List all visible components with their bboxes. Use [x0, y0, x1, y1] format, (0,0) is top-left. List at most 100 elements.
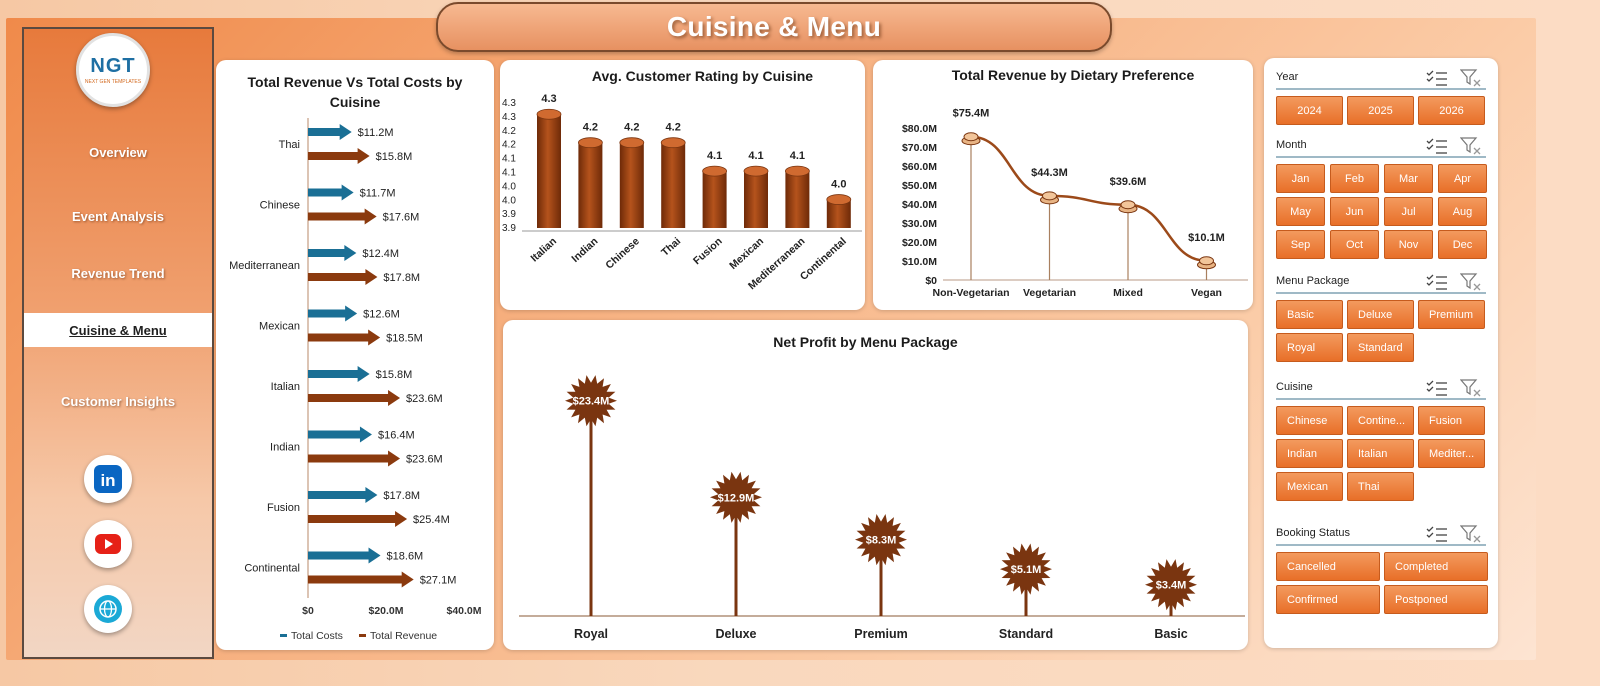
category-label: Vegetarian [1023, 287, 1076, 299]
y-tick-label: $10.0M [902, 256, 937, 268]
legend-revenue: Total Revenue [370, 630, 437, 642]
slicer-header: Booking Status [1276, 524, 1486, 546]
data-label: $5.1M [1011, 564, 1042, 576]
category-label: Mediterranean [229, 260, 300, 272]
data-label: 4.1 [748, 150, 763, 162]
data-label: 4.2 [583, 122, 598, 134]
slicer-button-month[interactable]: Jul [1384, 197, 1433, 226]
multi-select-icon[interactable] [1426, 137, 1448, 155]
y-tick-label: 4.3 [502, 112, 516, 123]
slicer-button-menu-package[interactable]: Premium [1418, 300, 1485, 329]
slicer-button-month[interactable]: Oct [1330, 230, 1379, 259]
slicer-button-month[interactable]: May [1276, 197, 1325, 226]
clear-filter-icon[interactable] [1460, 524, 1482, 544]
slicer-tools [1416, 272, 1486, 292]
clear-filter-icon[interactable] [1460, 378, 1482, 398]
nav-event-analysis[interactable]: Event Analysis [71, 208, 164, 224]
rating-bar-cap [578, 137, 603, 149]
slicer-button-cuisine[interactable]: Chinese [1276, 406, 1343, 435]
slicer-button-month[interactable]: Mar [1384, 164, 1433, 193]
data-label: $16.4M [378, 430, 415, 442]
slicer-button-cuisine[interactable]: Indian [1276, 439, 1343, 468]
slicer-button-month[interactable]: Jun [1330, 197, 1379, 226]
dietary-panel: Total Revenue by Dietary Preference $0 $1… [873, 60, 1253, 310]
data-label: $12.4M [362, 248, 399, 260]
slicer-button-menu-package[interactable]: Royal [1276, 333, 1343, 362]
slicer-button-menu-package[interactable]: Deluxe [1347, 300, 1414, 329]
category-label: Basic [1154, 627, 1187, 641]
data-label: $11.2M [358, 127, 394, 139]
nav-revenue-trend[interactable]: Revenue Trend [71, 265, 165, 281]
slicer-button-month[interactable]: Dec [1438, 230, 1487, 259]
category-label: Vegan [1191, 287, 1222, 299]
slicer-button-cuisine[interactable]: Thai [1347, 472, 1414, 501]
multi-select-icon[interactable] [1426, 379, 1448, 397]
slicer-button-booking-status[interactable]: Postponed [1384, 585, 1488, 614]
clear-filter-icon[interactable] [1460, 272, 1482, 292]
youtube-button[interactable] [84, 520, 132, 568]
slicer-button-booking-status[interactable]: Completed [1384, 552, 1488, 581]
ngt-logo[interactable]: NGT NEXT GEN TEMPLATES [76, 33, 150, 107]
slicer-tools [1416, 524, 1486, 544]
slicer-button-cuisine[interactable]: Contine... [1347, 406, 1414, 435]
category-label: Fusion [267, 502, 300, 514]
y-tick-label: $50.0M [902, 180, 937, 192]
slicer-button-month[interactable]: Jan [1276, 164, 1325, 193]
website-button[interactable] [84, 585, 132, 633]
slicer-header: Cuisine [1276, 378, 1486, 400]
slicer-button-cuisine[interactable]: Fusion [1418, 406, 1485, 435]
clear-filter-icon[interactable] [1460, 136, 1482, 156]
category-label: Standard [999, 627, 1053, 641]
nav-overview[interactable]: Overview [89, 144, 147, 160]
revenue-vs-costs-title: Total Revenue Vs Total Costs by Cuisine [247, 74, 463, 110]
multi-select-icon[interactable] [1426, 525, 1448, 543]
slicer-tools [1416, 68, 1486, 88]
revenue-arrow [308, 450, 401, 467]
slicer-button-month[interactable]: Feb [1330, 164, 1379, 193]
slicer-button-month[interactable]: Apr [1438, 164, 1487, 193]
slicer-button-menu-package[interactable]: Basic [1276, 300, 1343, 329]
data-label: $8.3M [866, 535, 897, 547]
data-label: $23.6M [406, 393, 443, 405]
y-tick-label: 4.1 [502, 154, 516, 165]
slicer-button-booking-status[interactable]: Cancelled [1276, 552, 1380, 581]
data-label: $10.1M [1188, 232, 1225, 244]
data-label: $15.8M [376, 151, 413, 163]
clear-filter-icon[interactable] [1460, 68, 1482, 88]
slicer-button-cuisine[interactable]: Mexican [1276, 472, 1343, 501]
data-label: $12.6M [363, 309, 400, 321]
data-label: 4.2 [624, 122, 639, 134]
nav-cuisine-menu[interactable]: Cuisine & Menu [24, 313, 212, 347]
data-label: $15.8M [376, 369, 413, 381]
slicer-button-booking-status[interactable]: Confirmed [1276, 585, 1380, 614]
data-label: $44.3M [1031, 167, 1068, 179]
slicer-button-month[interactable]: Nov [1384, 230, 1433, 259]
slicer-button-month[interactable]: Aug [1438, 197, 1487, 226]
slicer-title: Cuisine [1276, 381, 1313, 393]
slicer-button-month[interactable]: Sep [1276, 230, 1325, 259]
slicer-button-cuisine[interactable]: Mediter... [1418, 439, 1485, 468]
revenue-arrow [308, 329, 381, 346]
net-profit-chart: $23.4M Royal $12.9M Deluxe $8.3M Premium $5.1M… [519, 375, 1245, 641]
category-label: Italian [528, 235, 559, 264]
youtube-icon [95, 534, 121, 554]
cost-arrow [308, 547, 381, 564]
slicer-button-menu-package[interactable]: Standard [1347, 333, 1414, 362]
slicer-button-year[interactable]: 2025 [1347, 96, 1414, 125]
category-label: Indian [569, 235, 600, 265]
slicer-button-year[interactable]: 2026 [1418, 96, 1485, 125]
slicer-button-cuisine[interactable]: Italian [1347, 439, 1414, 468]
slicer-button-year[interactable]: 2024 [1276, 96, 1343, 125]
data-label: $3.4M [1156, 580, 1187, 592]
category-label: Premium [854, 627, 908, 641]
nav-customer-insights[interactable]: Customer Insights [60, 393, 176, 409]
linkedin-button[interactable]: in [84, 455, 132, 503]
cost-arrow [308, 124, 352, 140]
starburst-marker [565, 375, 617, 427]
multi-select-icon[interactable] [1426, 69, 1448, 87]
revenue-arrow [308, 148, 370, 164]
multi-select-icon[interactable] [1426, 273, 1448, 291]
slicer-header: Month [1276, 136, 1486, 158]
logo-text: NGT [90, 55, 136, 77]
category-label: Mexican [259, 321, 300, 333]
